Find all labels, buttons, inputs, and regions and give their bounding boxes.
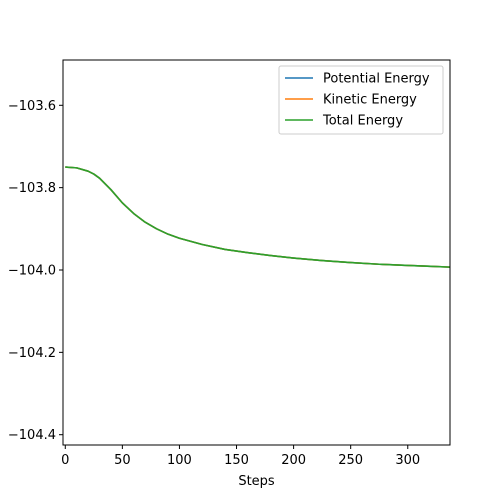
y-axis: −103.6 −103.8 −104.0 −104.2 −104.4 [8,99,63,443]
y-tick-label: −104.4 [8,428,56,443]
y-tick-label: −104.2 [8,346,56,361]
series-line-total-energy [65,166,450,268]
legend-entry: Total Energy [322,114,403,129]
x-tick-label: 100 [167,453,192,468]
x-tick-label: 300 [395,453,420,468]
x-tick-label: 200 [281,453,306,468]
legend-entry: Potential Energy [323,72,430,87]
y-tick-label: −103.8 [8,181,56,196]
legend-box [278,65,444,135]
x-tick-label: 0 [61,453,69,468]
y-tick-label: −103.6 [8,99,56,114]
legend-entry: Kinetic Energy [323,93,417,108]
series-line-potential-energy [65,166,450,268]
x-tick-label: 150 [224,453,249,468]
x-axis: 0 50 100 150 200 250 300 [61,445,420,468]
series-layer [65,166,450,268]
legend: Potential Energy Kinetic Energy Total Ener… [278,65,444,135]
y-tick-label: −104.0 [8,264,56,279]
x-tick-label: 50 [114,453,131,468]
series-line-kinetic-energy [65,166,450,268]
x-tick-label: 250 [338,453,363,468]
plot-frame [62,59,451,446]
x-axis-label: Steps [238,474,275,489]
